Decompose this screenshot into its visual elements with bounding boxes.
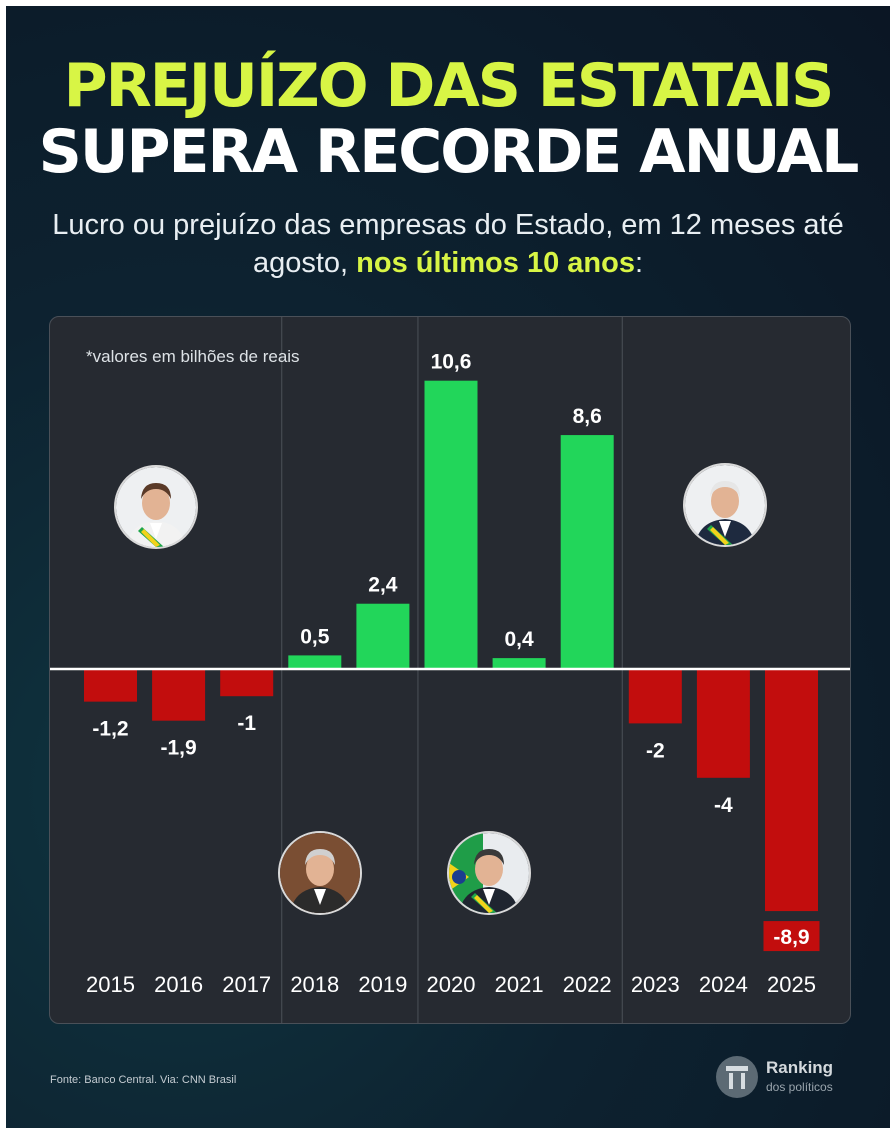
value-label-2015: -1,2 [92, 718, 128, 741]
bar-chart: -1,2 2015 -1,9 2016 -1 2017 0,5 2018 2,4 2019 10,6… [50, 317, 850, 1023]
chart-panel: -1,2 2015 -1,9 2016 -1 2017 0,5 2018 2,4 2019 10,6… [49, 316, 851, 1024]
year-label-2016: 2016 [154, 972, 203, 997]
subtitle-highlight: nos últimos 10 anos [356, 247, 635, 279]
value-label-2021: 0,4 [504, 628, 534, 651]
bar-2020 [424, 380, 478, 669]
bar-2021 [492, 658, 546, 669]
value-label-2025: -8,9 [773, 926, 809, 949]
bar-2025 [765, 669, 818, 912]
portrait-illustration [116, 467, 196, 547]
poster: PREJUÍZO DAS ESTATAIS SUPERA RECORDE ANU… [6, 6, 890, 1128]
temer-portrait [278, 831, 362, 915]
subtitle-end: : [634, 247, 644, 279]
year-label-2024: 2024 [699, 972, 748, 997]
bar-2015 [84, 669, 137, 702]
bar-2016 [152, 669, 206, 721]
year-label-2015: 2015 [86, 972, 135, 997]
value-label-2019: 2,4 [368, 574, 398, 597]
portrait-illustration [685, 465, 765, 545]
title-line-1: PREJUÍZO DAS ESTATAIS [63, 51, 835, 121]
portrait-illustration [280, 833, 360, 913]
source-note: Fonte: Banco Central. Via: CNN Brasil [50, 1074, 237, 1086]
title-line-2: SUPERA RECORDE ANUAL [38, 117, 860, 187]
year-label-2022: 2022 [563, 972, 612, 997]
year-label-2021: 2021 [495, 972, 544, 997]
year-label-2018: 2018 [290, 972, 339, 997]
year-label-2023: 2023 [631, 972, 680, 997]
year-label-2020: 2020 [427, 972, 476, 997]
dilma-portrait [114, 465, 198, 549]
year-label-2019: 2019 [358, 972, 407, 997]
year-label-2017: 2017 [222, 972, 271, 997]
value-label-2020: 10,6 [431, 351, 472, 374]
year-label-2025: 2025 [767, 972, 816, 997]
logo-title: Ranking [766, 1058, 834, 1077]
bar-2017 [220, 669, 274, 697]
ranking-logo[interactable]: Ranking dos políticos [716, 1054, 856, 1100]
value-label-2022: 8,6 [573, 405, 602, 428]
value-label-2017: -1 [237, 712, 256, 735]
units-note: *valores em bilhões de reais [86, 347, 300, 366]
bar-2022 [560, 435, 614, 669]
bar-2018 [288, 655, 342, 669]
bar-2019 [356, 603, 410, 669]
lula-portrait [683, 463, 767, 547]
value-label-2018: 0,5 [300, 625, 330, 648]
subtitle-text: Lucro ou prejuízo das empresas do Estado… [52, 209, 844, 279]
subtitle: Lucro ou prejuízo das empresas do Estado… [46, 206, 850, 282]
bolsonaro-portrait [447, 831, 531, 915]
logo-subtitle: dos políticos [766, 1080, 833, 1094]
bar-2024 [696, 669, 750, 778]
value-label-bg-2025 [763, 921, 820, 952]
logo-pillar-icon [716, 1056, 758, 1098]
bar-2023 [628, 669, 682, 724]
value-label-2023: -2 [646, 739, 665, 762]
value-label-2024: -4 [714, 794, 733, 817]
portrait-illustration [449, 833, 529, 913]
value-label-2016: -1,9 [161, 737, 197, 760]
